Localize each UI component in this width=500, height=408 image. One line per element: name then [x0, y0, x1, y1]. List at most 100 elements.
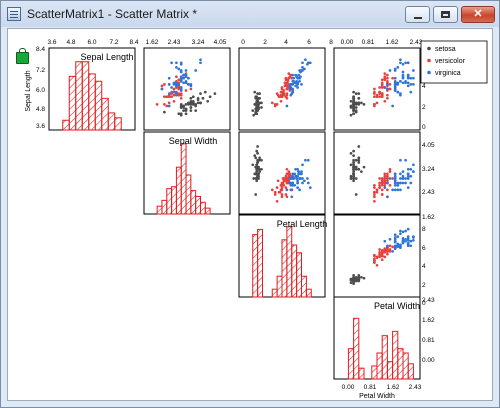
scatter-point-virginica [160, 87, 164, 91]
right-tick-label: 1.62 [422, 317, 435, 324]
scatter-point-versicolor [383, 75, 387, 79]
scatter-point-setosa [199, 101, 202, 105]
scatter-point-virginica [401, 81, 405, 85]
maximize-icon [441, 11, 450, 18]
scatter-point-virginica [199, 61, 202, 65]
scatter-point-versicolor [282, 177, 286, 180]
scatter-point-versicolor [383, 177, 387, 180]
scatter-point-virginica [406, 227, 410, 231]
scatter-point-versicolor [380, 253, 384, 257]
scatter-point-versicolor [285, 195, 289, 199]
top-tick-label: 4 [284, 39, 288, 46]
minimize-button[interactable] [405, 6, 430, 23]
scatter-point-setosa [349, 163, 353, 167]
scatter-point-setosa [260, 106, 263, 109]
scatter-point-versicolor [277, 190, 281, 194]
histogram-bar-0-6 [101, 97, 109, 131]
scatter-point-virginica [182, 76, 185, 80]
variable-label: Petal Width [374, 301, 420, 311]
scatter-point-virginica [396, 181, 400, 185]
scatter-point-virginica [399, 229, 402, 233]
legend-label-virginica: virginica [435, 70, 461, 77]
scatter-point-virginica [393, 89, 397, 92]
scatter-point-versicolor [280, 193, 284, 196]
scatter-point-virginica [409, 83, 413, 86]
scatter-point-setosa [255, 163, 259, 167]
scatter-point-versicolor [281, 92, 285, 95]
scatter-point-setosa [362, 276, 366, 280]
scatter-point-versicolor [189, 87, 193, 91]
scatter-point-versicolor [375, 263, 379, 267]
maximize-button[interactable] [433, 6, 458, 23]
histogram-bar-3-6 [386, 361, 394, 380]
left-tick-label: 6.0 [36, 87, 45, 94]
scatter-point-versicolor [380, 181, 384, 185]
scatter-point-setosa [349, 152, 353, 155]
scatter-point-versicolor [380, 251, 384, 255]
scatter-point-setosa [360, 101, 363, 105]
histogram-bar-3-8 [397, 348, 404, 380]
scatter-point-virginica [290, 188, 294, 192]
scatter-point-setosa [352, 149, 355, 153]
scatter-point-setosa [349, 113, 353, 117]
scatter-point-virginica [399, 172, 402, 176]
scatter-point-virginica [297, 170, 300, 173]
scatter-point-virginica [401, 230, 405, 234]
scatter-point-setosa [362, 165, 366, 169]
scatter-point-virginica [294, 174, 297, 178]
scatter-point-setosa [191, 103, 195, 106]
histogram-bar-0-5 [94, 80, 103, 131]
scatter-point-versicolor [373, 92, 376, 95]
scatter-point-setosa [256, 152, 259, 155]
panel-frame-0-3 [333, 47, 421, 131]
scatter-point-setosa [352, 177, 355, 180]
scatter-point-versicolor [386, 174, 389, 178]
scatter-point-versicolor [289, 174, 293, 178]
scatter-point-virginica [393, 244, 397, 248]
scatter-point-virginica [396, 235, 400, 238]
histogram-bar-2-2 [271, 288, 278, 298]
histogram-bar-2-7 [296, 252, 302, 298]
scatter-point-virginica [291, 183, 295, 187]
scatter-point-setosa [352, 172, 355, 176]
scatter-point-setosa [257, 177, 260, 180]
scatter-point-setosa [354, 110, 358, 114]
close-button[interactable]: ✕ [461, 6, 495, 23]
scatter-point-setosa [360, 275, 363, 279]
histogram-bar-1-0 [156, 205, 163, 215]
right-tick-label: 4 [422, 263, 426, 270]
scatter-point-virginica [306, 177, 309, 180]
scatter-point-versicolor [383, 174, 387, 178]
scatter-point-virginica [179, 79, 183, 83]
scatter-point-virginica [291, 181, 295, 185]
scatter-point-setosa [189, 96, 193, 100]
scatter-point-versicolor [283, 179, 287, 183]
scatter-point-setosa [254, 193, 258, 196]
bottom-tick-label: 2.43 [409, 384, 422, 391]
scatter-point-versicolor [378, 186, 381, 189]
title-bar[interactable]: ScatterMatrix1 - Scatter Matrix * ✕ [1, 1, 499, 27]
histogram-bar-3-1 [353, 317, 360, 380]
scatter-point-versicolor [388, 170, 392, 173]
scatter-point-virginica [175, 66, 178, 69]
scatter-point-virginica [406, 238, 410, 242]
scatter-point-virginica [383, 86, 387, 89]
lock-icon[interactable] [16, 48, 29, 64]
scatter-point-versicolor [275, 103, 279, 106]
histogram-bar-1-1 [161, 199, 168, 215]
bottom-tick-label: 0.81 [364, 384, 377, 391]
scatter-point-setosa [357, 279, 361, 283]
scatter-point-virginica [297, 76, 300, 80]
scatter-point-virginica [401, 70, 405, 74]
right-tick-label: 8 [422, 226, 426, 233]
histogram-bar-3-2 [358, 367, 365, 380]
scatter-point-setosa [352, 158, 355, 162]
scatter-point-virginica [167, 76, 171, 80]
scatter-point-virginica [292, 76, 296, 80]
scatter-point-setosa [177, 112, 181, 116]
scatter-point-versicolor [170, 95, 173, 99]
scatter-point-setosa [349, 99, 353, 103]
scatter-point-virginica [386, 181, 389, 185]
scatter-point-virginica [393, 236, 397, 239]
scatter-point-virginica [290, 195, 294, 199]
